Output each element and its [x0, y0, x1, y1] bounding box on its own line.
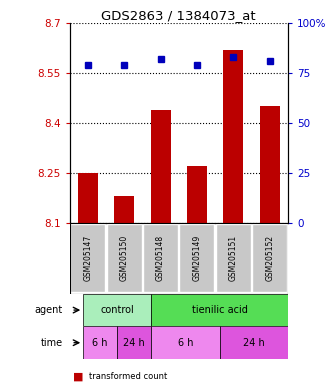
- Bar: [143, 224, 178, 292]
- Bar: [223, 50, 243, 223]
- Text: GSM205148: GSM205148: [156, 235, 165, 281]
- Bar: [70, 224, 105, 292]
- Bar: [117, 326, 152, 359]
- Text: time: time: [41, 338, 63, 348]
- Bar: [83, 326, 117, 359]
- Bar: [216, 224, 251, 292]
- Bar: [179, 224, 214, 292]
- Title: GDS2863 / 1384073_at: GDS2863 / 1384073_at: [101, 9, 256, 22]
- Bar: [83, 294, 152, 326]
- Bar: [107, 224, 142, 292]
- Text: 6 h: 6 h: [92, 338, 108, 348]
- Text: transformed count: transformed count: [89, 372, 167, 381]
- Text: ■: ■: [73, 371, 83, 381]
- Bar: [78, 173, 98, 223]
- Text: agent: agent: [35, 305, 63, 315]
- Text: GSM205151: GSM205151: [229, 235, 238, 281]
- Bar: [151, 109, 170, 223]
- Text: control: control: [100, 305, 134, 315]
- Bar: [152, 294, 288, 326]
- Bar: [152, 326, 220, 359]
- Bar: [260, 106, 280, 223]
- Bar: [252, 224, 287, 292]
- Text: 24 h: 24 h: [243, 338, 265, 348]
- Text: GSM205150: GSM205150: [119, 235, 129, 281]
- Text: GSM205152: GSM205152: [265, 235, 274, 281]
- Bar: [187, 166, 207, 223]
- Bar: [220, 326, 288, 359]
- Text: GSM205149: GSM205149: [192, 235, 202, 281]
- Text: 24 h: 24 h: [123, 338, 145, 348]
- Text: tienilic acid: tienilic acid: [192, 305, 248, 315]
- Text: GSM205147: GSM205147: [83, 235, 92, 281]
- Text: 6 h: 6 h: [178, 338, 193, 348]
- Bar: [114, 196, 134, 223]
